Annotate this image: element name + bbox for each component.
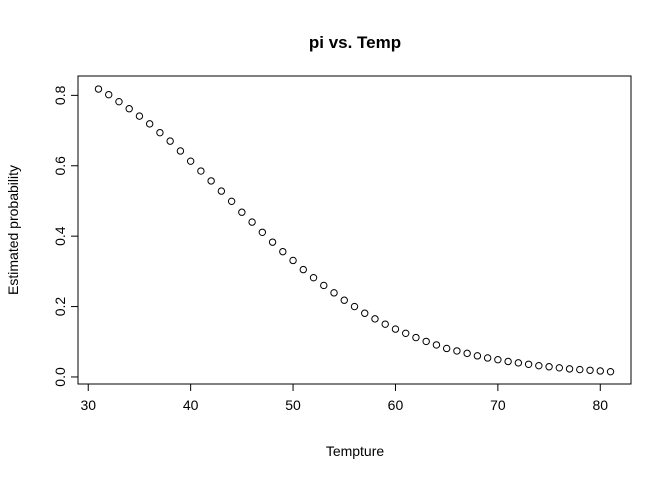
x-tick-label: 60 [388,397,404,413]
data-point [186,157,195,165]
data-point [125,105,133,113]
data-point [156,128,164,137]
data-point [279,247,287,256]
data-point [381,320,389,328]
y-tick-label: 0.0 [52,367,68,387]
data-point [463,349,471,358]
data-point [299,265,307,274]
data-point [524,360,533,368]
data-point [258,228,267,236]
data-point [350,302,359,311]
data-point [207,177,215,185]
data-point [289,256,297,265]
data-point [535,361,543,370]
data-point [576,365,584,374]
chart-title: pi vs. Temp [309,33,401,52]
data-point [135,112,144,120]
data-point [402,329,410,338]
data-point [166,137,174,145]
data-point [514,359,523,367]
data-points [94,85,615,376]
y-tick-label: 0.4 [52,226,68,246]
x-tick-label: 30 [80,397,96,413]
data-point [371,315,379,323]
data-point [94,85,103,93]
data-point [473,352,482,360]
data-point [197,167,205,175]
data-point [586,366,594,374]
data-point [248,218,256,226]
data-point [483,354,492,362]
data-point [320,281,328,290]
data-point [115,97,123,106]
y-axis: 0.0 0.2 0.4 0.6 0.8 [52,85,78,387]
x-tick-label: 50 [285,397,301,413]
x-axis: 30 40 50 60 70 80 [80,384,608,413]
y-tick-label: 0.6 [52,156,68,176]
x-tick-label: 80 [592,397,608,413]
plot-frame [77,75,632,385]
data-point [494,356,502,364]
data-point [442,344,451,353]
data-point [145,120,154,128]
data-point [606,367,615,376]
data-point [504,357,512,366]
x-axis-label: Tempture [326,443,385,459]
data-point [309,273,318,282]
data-point [391,325,400,333]
data-point [555,364,564,372]
x-tick-label: 40 [183,397,199,413]
data-point [176,147,185,155]
data-point [268,238,277,246]
data-point [565,365,574,373]
y-tick-label: 0.8 [52,85,68,105]
y-axis-label: Estimated probability [5,165,21,295]
data-point [422,337,430,346]
data-point [432,341,441,349]
data-point [596,367,604,375]
data-point [412,333,420,342]
data-point [361,309,369,317]
data-point [217,187,226,195]
x-tick-label: 70 [490,397,506,413]
data-point [330,289,338,297]
data-point [238,208,246,216]
data-point [453,347,461,355]
data-point [545,363,553,371]
data-point [105,90,113,99]
data-point [227,197,236,206]
y-tick-label: 0.2 [52,297,68,317]
data-point [340,296,348,304]
